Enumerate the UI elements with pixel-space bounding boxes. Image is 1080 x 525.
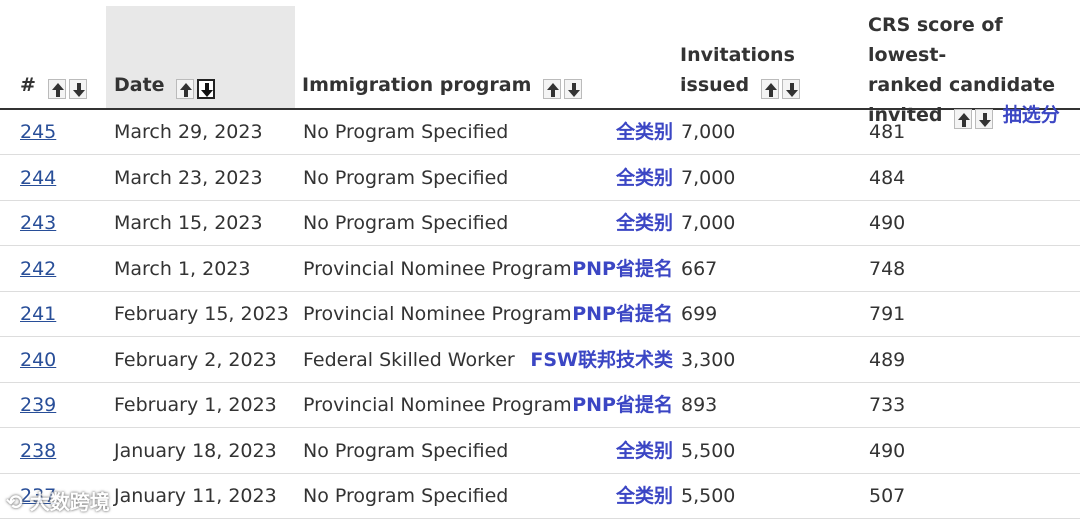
table-row: 242 March 1, 2023 Provincial Nominee Pro… bbox=[0, 246, 1080, 292]
row-program: Federal Skilled Worker bbox=[303, 348, 515, 371]
header-invitations-line1: Invitations bbox=[680, 44, 795, 66]
row-crs: 490 bbox=[869, 439, 906, 462]
row-program-annotation: 全类别 bbox=[615, 121, 673, 143]
table-header: # Date Immigration program Invitations i… bbox=[0, 0, 1080, 129]
row-number-link[interactable]: 240 bbox=[20, 348, 57, 371]
table-row: 239 February 1, 2023 Provincial Nominee … bbox=[0, 382, 1080, 428]
row-program: No Program Specified bbox=[303, 439, 509, 462]
row-date: January 11, 2023 bbox=[114, 485, 277, 507]
row-program-annotation: FSW联邦技术类 bbox=[530, 348, 673, 371]
row-program: Provincial Nominee Program bbox=[303, 257, 572, 280]
sort-asc-icon[interactable] bbox=[47, 78, 66, 99]
sort-desc-icon[interactable] bbox=[781, 78, 800, 99]
row-program: Provincial Nominee Program bbox=[303, 394, 572, 416]
row-date: February 15, 2023 bbox=[114, 303, 289, 325]
row-number-link[interactable]: 245 bbox=[20, 121, 57, 143]
row-number-link[interactable]: 244 bbox=[20, 166, 57, 189]
row-program-annotation: 全类别 bbox=[615, 212, 673, 234]
row-number-link[interactable]: 239 bbox=[20, 394, 57, 416]
row-invitations: 7,000 bbox=[681, 121, 736, 143]
header-crs-line3: invited bbox=[868, 104, 943, 126]
row-invitations: 7,000 bbox=[681, 212, 736, 234]
row-crs: 791 bbox=[869, 303, 906, 325]
row-number-link[interactable]: 238 bbox=[20, 439, 57, 462]
sort-desc-icon[interactable] bbox=[564, 78, 582, 99]
row-date: March 29, 2023 bbox=[114, 121, 263, 143]
row-number-link[interactable]: 243 bbox=[20, 212, 57, 234]
table-row: 243 March 15, 2023 No Program Specified … bbox=[0, 200, 1080, 246]
row-invitations: 3,300 bbox=[681, 348, 736, 371]
header-crs[interactable]: CRS score of lowest- ranked candidate in… bbox=[868, 10, 1080, 133]
row-invitations: 7,000 bbox=[681, 166, 736, 189]
header-num-label: # bbox=[20, 74, 36, 96]
table-row: 238 January 18, 2023 No Program Specifie… bbox=[0, 428, 1080, 474]
sort-desc-active-icon[interactable] bbox=[197, 78, 216, 99]
crs-annotation: 抽选分 bbox=[1002, 104, 1060, 126]
row-invitations: 667 bbox=[681, 257, 718, 280]
row-program-annotation: PNP省提名 bbox=[572, 257, 673, 280]
row-date: March 15, 2023 bbox=[114, 212, 263, 234]
header-invitations-line2: issued bbox=[680, 74, 750, 96]
watermark-icon: ⟲ bbox=[6, 490, 23, 514]
header-num[interactable]: # bbox=[20, 70, 90, 103]
row-program: No Program Specified bbox=[303, 485, 509, 507]
row-program-annotation: 全类别 bbox=[615, 166, 673, 189]
table-row: 237 January 11, 2023 No Program Specifie… bbox=[0, 473, 1080, 519]
row-date: January 18, 2023 bbox=[114, 439, 277, 462]
row-date: March 23, 2023 bbox=[114, 166, 263, 189]
table-row: 245 March 29, 2023 No Program Specified … bbox=[0, 109, 1080, 155]
sort-asc-icon[interactable] bbox=[760, 78, 779, 99]
sort-asc-icon[interactable] bbox=[954, 108, 973, 129]
header-program-label: Immigration program bbox=[302, 74, 532, 96]
row-invitations: 5,500 bbox=[681, 439, 736, 462]
sort-asc-icon[interactable] bbox=[543, 78, 561, 99]
header-date-label: Date bbox=[114, 74, 165, 96]
table-row: 241 February 15, 2023 Provincial Nominee… bbox=[0, 291, 1080, 337]
header-program[interactable]: Immigration program bbox=[302, 70, 585, 103]
row-invitations: 5,500 bbox=[681, 485, 736, 507]
row-number-link[interactable]: 241 bbox=[20, 303, 57, 325]
header-date[interactable]: Date bbox=[114, 70, 218, 103]
table-row: 240 February 2, 2023 Federal Skilled Wor… bbox=[0, 337, 1080, 383]
header-crs-line2: ranked candidate bbox=[868, 74, 1056, 96]
row-crs: 484 bbox=[869, 166, 906, 189]
row-program: No Program Specified bbox=[303, 212, 509, 234]
row-date: February 2, 2023 bbox=[114, 348, 277, 371]
row-program: No Program Specified bbox=[303, 166, 509, 189]
row-date: February 1, 2023 bbox=[114, 394, 277, 416]
row-program-annotation: PNP省提名 bbox=[572, 303, 673, 325]
row-program-annotation: 全类别 bbox=[615, 485, 673, 507]
row-crs: 733 bbox=[869, 394, 906, 416]
sort-desc-icon[interactable] bbox=[975, 108, 994, 129]
row-invitations: 699 bbox=[681, 303, 718, 325]
sort-desc-icon[interactable] bbox=[68, 78, 87, 99]
row-crs: 748 bbox=[869, 257, 906, 280]
row-program: No Program Specified bbox=[303, 121, 509, 143]
header-invitations[interactable]: Invitations issued bbox=[680, 40, 803, 103]
watermark-text: 大数跨境 bbox=[29, 490, 110, 514]
row-number-link[interactable]: 242 bbox=[20, 257, 57, 280]
row-crs: 481 bbox=[869, 121, 906, 143]
row-crs: 490 bbox=[869, 212, 906, 234]
row-invitations: 893 bbox=[681, 394, 718, 416]
table-row: 244 March 23, 2023 No Program Specified … bbox=[0, 155, 1080, 201]
sort-asc-icon[interactable] bbox=[176, 78, 195, 99]
row-program-annotation: 全类别 bbox=[615, 439, 673, 462]
row-date: March 1, 2023 bbox=[114, 257, 251, 280]
row-number-link[interactable]: 237 bbox=[20, 485, 57, 507]
row-program-annotation: PNP省提名 bbox=[572, 394, 673, 416]
watermark-logo: ⟲ 大数跨境 bbox=[6, 486, 110, 515]
row-crs: 489 bbox=[869, 348, 906, 371]
row-crs: 507 bbox=[869, 485, 906, 507]
header-crs-line1: CRS score of lowest- bbox=[868, 14, 1003, 66]
row-program: Provincial Nominee Program bbox=[303, 303, 572, 325]
